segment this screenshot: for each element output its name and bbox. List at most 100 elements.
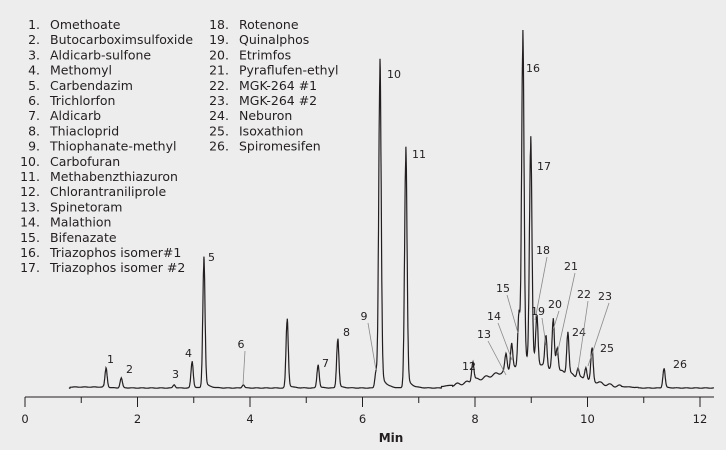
- legend-number: 19.: [209, 32, 229, 47]
- legend-number: 5.: [28, 78, 40, 93]
- peak-label-13: 13: [477, 328, 491, 341]
- peak-leader-line: [552, 310, 560, 331]
- legend-compound-name: Triazophos isomer#1: [49, 245, 181, 260]
- peak-label-19: 19: [531, 305, 545, 318]
- legend-number: 17.: [20, 260, 40, 275]
- peak-leader-line: [541, 317, 547, 346]
- legend-number: 8.: [28, 123, 40, 138]
- legend-compound-name: Triazophos isomer #2: [49, 260, 185, 275]
- peak-leader-line: [497, 322, 513, 361]
- legend-compound-name: Methabenzthiazuron: [50, 169, 178, 184]
- legend: 1. Omethoate 2. Butocarboximsulfoxide 3. Aldi…: [20, 17, 338, 275]
- peak-leader-line: [506, 294, 519, 334]
- legend-compound-name: Carbendazim: [50, 78, 133, 93]
- legend-compound-name: MGK-264 #1: [239, 78, 317, 93]
- legend-number: 25.: [209, 123, 229, 138]
- peak-leader-line: [534, 256, 548, 321]
- legend-number: 15.: [20, 230, 40, 245]
- legend-number: 13.: [20, 199, 40, 214]
- peak-label-14: 14: [487, 310, 501, 323]
- legend-number: 26.: [209, 139, 229, 154]
- legend-number: 12.: [20, 184, 40, 199]
- legend-number: 9.: [28, 139, 40, 154]
- peak-leader-line: [556, 272, 576, 356]
- legend-number: 22.: [209, 78, 229, 93]
- legend-number: 3.: [28, 47, 40, 62]
- peak-label-7: 7: [322, 357, 329, 370]
- x-tick-label: 10: [580, 412, 595, 426]
- x-tick-label: 8: [471, 412, 478, 426]
- legend-number: 10.: [20, 154, 40, 169]
- legend-compound-name: Aldicarb-sulfone: [50, 47, 151, 62]
- peak-label-23: 23: [598, 290, 612, 303]
- x-tick-label: 6: [359, 412, 366, 426]
- peak-label-5: 5: [208, 251, 215, 264]
- peak-label-3: 3: [172, 368, 179, 381]
- peak-label-18: 18: [536, 244, 550, 257]
- legend-number: 21.: [209, 63, 229, 78]
- legend-number: 7.: [28, 108, 40, 123]
- legend-compound-name: Methomyl: [50, 63, 112, 78]
- peak-label-12: 12: [462, 360, 476, 373]
- legend-number: 6.: [28, 93, 40, 108]
- peak-leader-line: [367, 322, 377, 371]
- peak-label-17: 17: [537, 160, 551, 173]
- chromatogram-trace: [68, 29, 714, 389]
- legend-number: 16.: [20, 245, 40, 260]
- peak-label-15: 15: [496, 282, 510, 295]
- legend-compound-name: Thiacloprid: [49, 123, 119, 138]
- legend-compound-name: Pyraflufen-ethyl: [239, 63, 338, 78]
- legend-number: 20.: [209, 47, 229, 62]
- legend-compound-name: Etrimfos: [239, 47, 291, 62]
- legend-compound-name: Quinalphos: [239, 32, 309, 47]
- legend-number: 23.: [209, 93, 229, 108]
- legend-compound-name: Butocarboximsulfoxide: [50, 32, 193, 47]
- legend-compound-name: MGK-264 #2: [239, 93, 317, 108]
- legend-number: 24.: [209, 108, 229, 123]
- peak-label-26: 26: [673, 358, 687, 371]
- peak-label-1: 1: [107, 353, 114, 366]
- legend-compound-name: Chlorantraniliprole: [50, 184, 166, 199]
- x-tick-label: 4: [246, 412, 253, 426]
- legend-compound-name: Isoxathion: [239, 123, 303, 138]
- legend-compound-name: Neburon: [239, 108, 292, 123]
- legend-number: 11.: [20, 169, 40, 184]
- legend-compound-name: Aldicarb: [50, 108, 101, 123]
- legend-compound-name: Spiromesifen: [239, 139, 321, 154]
- peak-label-8: 8: [343, 326, 350, 339]
- x-tick-label: 2: [134, 412, 141, 426]
- peak-label-11: 11: [412, 148, 426, 161]
- legend-number: 14.: [20, 215, 40, 230]
- legend-compound-name: Trichlorfon: [49, 93, 115, 108]
- peak-label-22: 22: [577, 288, 591, 301]
- legend-number: 4.: [28, 63, 40, 78]
- peak-label-6: 6: [238, 338, 245, 351]
- legend-compound-name: Bifenazate: [50, 230, 117, 245]
- peak-label-24: 24: [572, 326, 586, 339]
- legend-number: 2.: [28, 32, 40, 47]
- legend-number: 18.: [209, 17, 229, 32]
- legend-compound-name: Carbofuran: [50, 154, 120, 169]
- legend-compound-name: Thiophanate-methyl: [49, 139, 176, 154]
- peak-label-2: 2: [126, 363, 133, 376]
- peak-leader-line: [242, 350, 246, 386]
- peak-label-4: 4: [185, 347, 192, 360]
- x-tick-label: 0: [21, 412, 28, 426]
- peak-label-16: 16: [526, 62, 540, 75]
- legend-compound-name: Malathion: [50, 215, 111, 230]
- x-axis-label: Min: [379, 431, 404, 445]
- legend-compound-name: Rotenone: [239, 17, 299, 32]
- peak-leader-line: [587, 302, 610, 367]
- peak-label-21: 21: [564, 260, 578, 273]
- legend-compound-name: Spinetoram: [50, 199, 122, 214]
- peak-label-10: 10: [387, 68, 401, 81]
- x-axis-ticks: 0 2 4 6 8 10 12: [21, 397, 707, 426]
- legend-number: 1.: [28, 17, 40, 32]
- peak-label-20: 20: [548, 298, 562, 311]
- peak-leader-line: [487, 340, 507, 376]
- peak-leader-line: [577, 300, 589, 371]
- peak-label-9: 9: [361, 310, 368, 323]
- peak-label-25: 25: [600, 342, 614, 355]
